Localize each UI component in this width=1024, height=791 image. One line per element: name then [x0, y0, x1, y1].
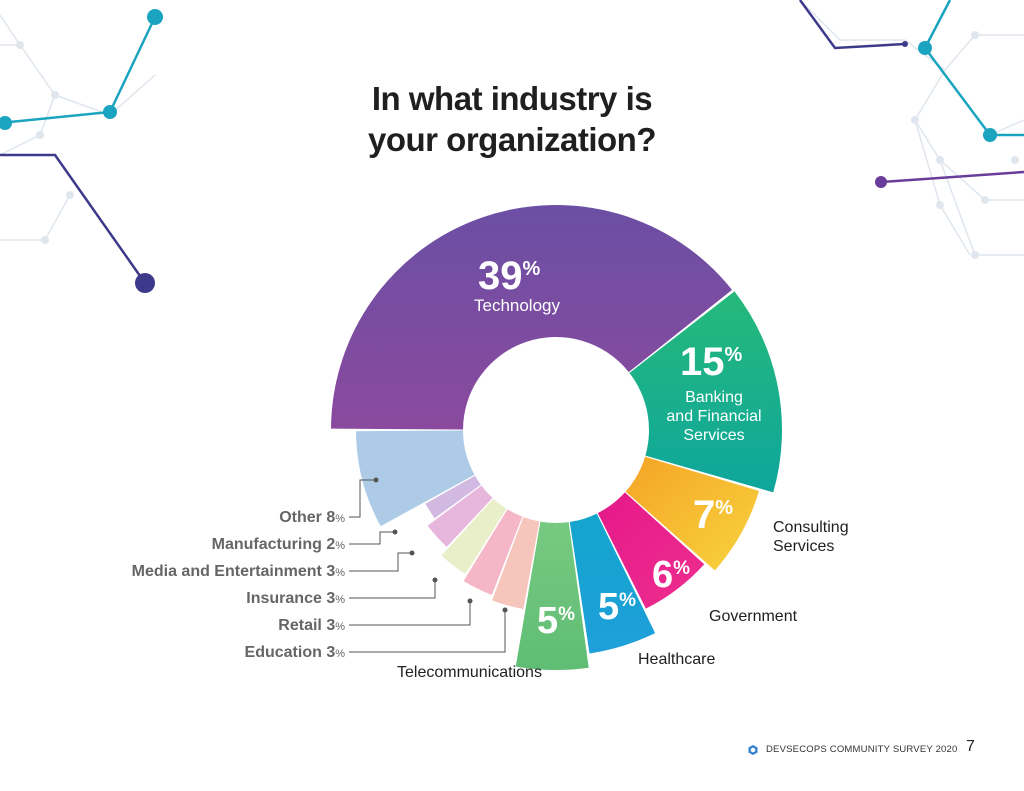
hexagon-logo-icon — [748, 744, 758, 755]
insurance-label: Insurance 3% — [246, 590, 345, 607]
slice-banking-and-financial-services — [629, 291, 782, 493]
government-label: Government — [709, 608, 798, 625]
slice-other — [356, 430, 475, 527]
other-label: Other 8% — [279, 509, 345, 526]
slice-healthcare — [569, 513, 656, 654]
media-label: Media and Entertainment 3% — [132, 563, 346, 580]
technology-value: 39% — [478, 254, 541, 298]
healthcare-label: Healthcare — [638, 651, 715, 668]
footer: DEVSECOPS COMMUNITY SURVEY 2020 — [748, 744, 958, 755]
slice-education — [492, 517, 540, 610]
telecom-label: Telecommunications — [397, 664, 542, 681]
technology-label: Technology — [474, 296, 561, 315]
consulting-label-1: Consulting — [773, 519, 849, 536]
slice-government — [597, 492, 705, 609]
slice-technology — [331, 204, 733, 430]
slice-telecommunications — [515, 521, 589, 671]
page-title-line-1: In what industry is — [371, 80, 653, 117]
healthcare-value: 5% — [598, 586, 636, 628]
education-label: Education 3% — [245, 644, 346, 661]
slice-manufacturing — [425, 475, 481, 519]
slice-consulting-services — [625, 456, 760, 571]
survey-name: DEVSECOPS COMMUNITY SURVEY 2020 — [766, 744, 958, 755]
page-title-line-2: your organization? — [368, 121, 657, 158]
consulting-value: 7% — [693, 493, 733, 537]
banking-value: 15% — [680, 340, 743, 384]
slice-retail — [463, 509, 523, 595]
retail-label: Retail 3% — [278, 617, 345, 634]
leader-lines — [349, 479, 506, 653]
banking-label-3: Services — [683, 427, 744, 444]
page-title: In what industry is your organization? — [312, 78, 712, 160]
banking-label-1: Banking — [685, 389, 743, 406]
banking-label-2: and Financial — [666, 408, 761, 425]
page-number: 7 — [966, 738, 975, 755]
slice-insurance — [441, 498, 507, 574]
government-value: 6% — [652, 554, 690, 596]
telecom-value: 5% — [537, 600, 575, 642]
slice-media-and-entertainment — [427, 485, 493, 547]
manufacturing-label: Manufacturing 2% — [212, 536, 346, 553]
consulting-label-2: Services — [773, 538, 834, 555]
